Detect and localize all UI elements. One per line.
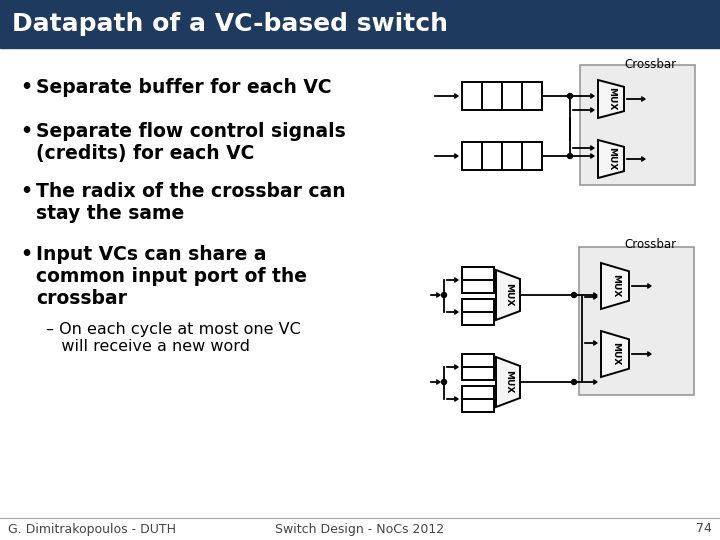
- Bar: [462, 386, 494, 412]
- Circle shape: [572, 293, 577, 298]
- Text: •: •: [20, 182, 32, 201]
- Text: •: •: [20, 245, 32, 264]
- Text: G. Dimitrakopoulos - DUTH: G. Dimitrakopoulos - DUTH: [8, 523, 176, 536]
- Text: MUX: MUX: [611, 274, 620, 298]
- Bar: [0, 0, 720, 48]
- Polygon shape: [598, 80, 624, 118]
- Text: MUX: MUX: [504, 284, 513, 307]
- Polygon shape: [496, 357, 520, 407]
- Text: MUX: MUX: [607, 147, 616, 171]
- Bar: [462, 299, 494, 325]
- Text: Crossbar: Crossbar: [624, 58, 676, 71]
- Text: The radix of the crossbar can
stay the same: The radix of the crossbar can stay the s…: [36, 182, 346, 223]
- Text: Switch Design - NoCs 2012: Switch Design - NoCs 2012: [276, 523, 444, 536]
- Text: 74: 74: [696, 523, 712, 536]
- Text: Crossbar: Crossbar: [624, 238, 676, 251]
- Text: MUX: MUX: [607, 87, 616, 111]
- Circle shape: [441, 380, 446, 384]
- Bar: [462, 354, 494, 380]
- Circle shape: [567, 153, 572, 159]
- Text: Separate buffer for each VC: Separate buffer for each VC: [36, 78, 332, 97]
- Text: Input VCs can share a
common input port of the
crossbar: Input VCs can share a common input port …: [36, 245, 307, 308]
- Bar: [579, 247, 694, 395]
- Text: •: •: [20, 122, 32, 141]
- Circle shape: [441, 293, 446, 298]
- Polygon shape: [598, 140, 624, 178]
- Text: •: •: [20, 78, 32, 97]
- Bar: [462, 267, 494, 293]
- Text: – On each cycle at most one VC
   will receive a new word: – On each cycle at most one VC will rece…: [46, 322, 301, 354]
- Polygon shape: [601, 331, 629, 377]
- Polygon shape: [601, 263, 629, 309]
- Circle shape: [572, 380, 577, 384]
- Polygon shape: [496, 270, 520, 320]
- Text: Datapath of a VC-based switch: Datapath of a VC-based switch: [12, 12, 448, 36]
- Circle shape: [567, 93, 572, 98]
- Text: MUX: MUX: [504, 370, 513, 394]
- Bar: [462, 142, 542, 170]
- Text: Separate flow control signals
(credits) for each VC: Separate flow control signals (credits) …: [36, 122, 346, 163]
- Bar: [580, 65, 695, 185]
- Bar: [462, 82, 542, 110]
- Text: MUX: MUX: [611, 342, 620, 366]
